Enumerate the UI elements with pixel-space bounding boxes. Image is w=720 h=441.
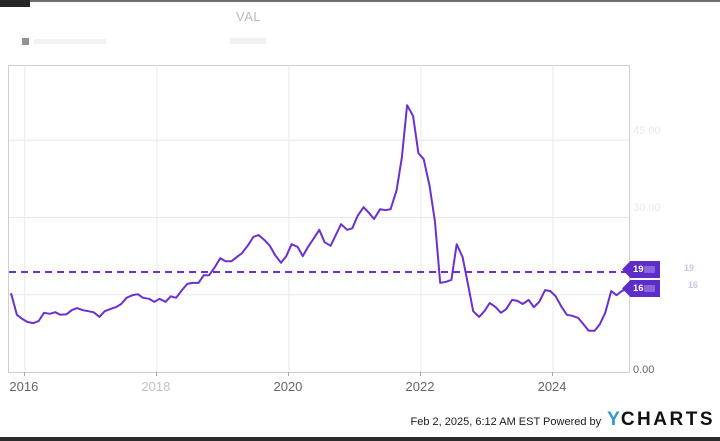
last-badge-text: 16	[633, 283, 644, 294]
last-value-ghost: 16	[688, 280, 699, 290]
ycharts-logo-text[interactable]: CHARTS	[620, 409, 715, 430]
legend-swatch	[22, 38, 29, 45]
y-axis-label: 30.00	[633, 202, 661, 215]
x-axis-tickmark	[287, 372, 289, 376]
val-column-header: VAL	[236, 9, 262, 24]
x-axis-tickmark	[552, 372, 554, 376]
x-axis-label: 2020	[273, 379, 303, 394]
ycharts-logo-y[interactable]: Y	[607, 409, 621, 430]
last-badge-faded-digits	[644, 285, 655, 292]
mean-badge-text: 19	[633, 264, 644, 275]
chart-canvas	[9, 66, 629, 372]
x-axis-label: 2018	[141, 379, 171, 394]
x-axis-tickmark	[155, 372, 157, 376]
y-axis-label: 45.00	[633, 125, 661, 138]
window-chrome-corner	[0, 0, 30, 7]
footer-timestamp: Feb 2, 2025, 6:12 AM EST Powered by	[411, 416, 602, 428]
timestamp-text: Feb 2, 2025, 6:12 AM EST	[410, 416, 540, 428]
window-chrome-bottom-bar	[0, 437, 720, 441]
x-axis-tickmark	[420, 372, 421, 376]
x-axis-label: 2024	[537, 379, 567, 394]
val-value-faded	[230, 38, 266, 44]
last-value-badge: 16	[622, 280, 660, 297]
x-axis-tickmark	[23, 372, 25, 376]
legend-label-faded	[34, 39, 106, 44]
mean-value-ghost: 19	[684, 263, 695, 273]
chart-plot-area[interactable]	[8, 65, 630, 373]
x-axis-label: 2016	[9, 379, 39, 394]
x-axis-label: 2022	[405, 379, 435, 394]
footer: Feb 2, 2025, 6:12 AM EST Powered by Y CH…	[411, 409, 715, 431]
powered-by-text: Powered by	[543, 416, 602, 428]
window-chrome-top-bar	[0, 0, 720, 2]
mean-value-badge: 19	[622, 261, 660, 278]
mean-badge-faded-digits	[644, 266, 655, 273]
y-axis-label: 0.00	[633, 364, 655, 376]
series-line	[10, 104, 628, 332]
